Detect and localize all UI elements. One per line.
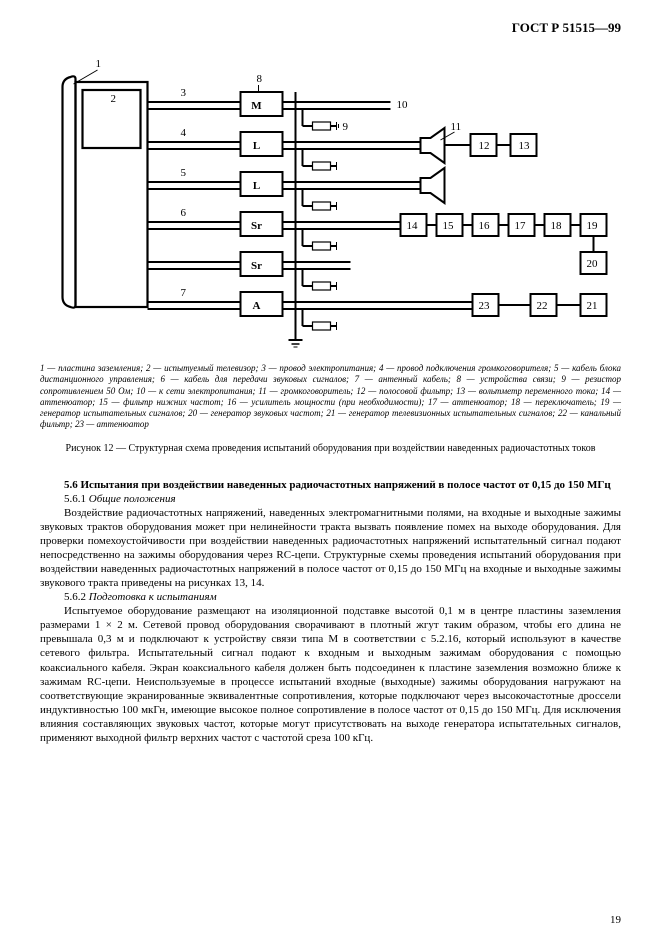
callout-10: 10 [397, 99, 409, 111]
figure-legend: 1 — пластина заземления; 2 — испытуемый … [40, 363, 621, 431]
callout-17: 17 [515, 220, 527, 232]
sec-5-6-1-title: 5.6.1 Общие положения [64, 493, 176, 505]
box-label-l2: L [253, 180, 260, 192]
callout-9: 9 [343, 121, 349, 133]
page-number: 19 [610, 914, 621, 926]
callout-12: 12 [479, 140, 490, 152]
callout-5: 5 [181, 167, 187, 179]
box-label-a: A [253, 300, 261, 312]
callout-23: 23 [479, 300, 491, 312]
callout-8: 8 [257, 73, 263, 85]
page: ГОСТ Р 51515—99 1 2 [0, 0, 661, 936]
callout-18: 18 [551, 220, 563, 232]
callout-19: 19 [587, 220, 599, 232]
figure-caption: Рисунок 12 — Структурная схема проведени… [40, 443, 621, 454]
callout-16: 16 [479, 220, 491, 232]
callout-22: 22 [537, 300, 548, 312]
sec-5-6-1-body: Воздействие радиочастотных напряжений, н… [40, 506, 621, 590]
sec-5-6-2-title: 5.6.2 Подготовка к испытаниям [64, 591, 217, 603]
box-label-m: M [251, 100, 262, 112]
callout-14: 14 [407, 220, 419, 232]
callout-15: 15 [443, 220, 455, 232]
figure-12-diagram: 1 2 3 8 [40, 42, 621, 352]
callout-1: 1 [96, 58, 102, 70]
callout-4: 4 [181, 127, 187, 139]
callout-3: 3 [181, 87, 187, 99]
box-label-l1: L [253, 140, 260, 152]
callout-6: 6 [181, 207, 187, 219]
sec-5-6-title: 5.6 Испытания при воздействии наведенных… [64, 479, 611, 491]
callout-11: 11 [451, 121, 462, 133]
sec-5-6-2-body: Испытуемое оборудование размещают на изо… [40, 604, 621, 745]
callout-2: 2 [111, 93, 117, 105]
box-label-sr2: Sr [251, 260, 262, 272]
legend-text: 1 — пластина заземления; 2 — испытуемый … [40, 363, 621, 429]
document-header: ГОСТ Р 51515—99 [40, 20, 621, 36]
callout-20: 20 [587, 258, 599, 270]
callout-7: 7 [181, 287, 187, 299]
callout-21: 21 [587, 300, 598, 312]
body-text: 5.6 Испытания при воздействии наведенных… [40, 478, 621, 745]
box-label-sr1: Sr [251, 220, 262, 232]
callout-13: 13 [519, 140, 531, 152]
